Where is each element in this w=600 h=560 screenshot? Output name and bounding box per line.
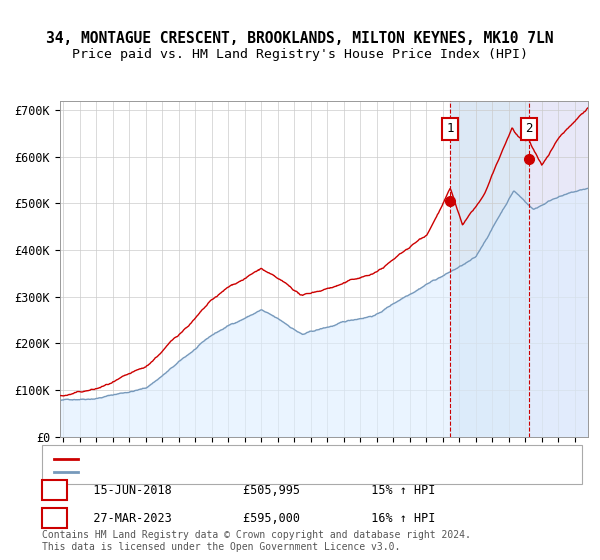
Bar xyxy=(529,101,588,437)
Text: 27-MAR-2023          £595,000          16% ↑ HPI: 27-MAR-2023 £595,000 16% ↑ HPI xyxy=(72,511,436,525)
Text: Contains HM Land Registry data © Crown copyright and database right 2024.
This d: Contains HM Land Registry data © Crown c… xyxy=(42,530,471,552)
Text: 1: 1 xyxy=(51,483,58,497)
Bar xyxy=(450,101,529,437)
Text: 2: 2 xyxy=(51,511,58,525)
Text: 34, MONTAGUE CRESCENT, BROOKLANDS, MILTON KEYNES, MK10 7LN: 34, MONTAGUE CRESCENT, BROOKLANDS, MILTO… xyxy=(46,31,554,46)
Text: 34, MONTAGUE CRESCENT, BROOKLANDS, MILTON KEYNES, MK10 7LN (detached house): 34, MONTAGUE CRESCENT, BROOKLANDS, MILTO… xyxy=(84,454,553,464)
Text: HPI: Average price, detached house, Milton Keynes: HPI: Average price, detached house, Milt… xyxy=(84,467,390,477)
Text: 2: 2 xyxy=(526,122,533,136)
Text: 15-JUN-2018          £505,995          15% ↑ HPI: 15-JUN-2018 £505,995 15% ↑ HPI xyxy=(72,483,436,497)
Text: 1: 1 xyxy=(446,122,454,136)
Text: Price paid vs. HM Land Registry's House Price Index (HPI): Price paid vs. HM Land Registry's House … xyxy=(72,48,528,60)
